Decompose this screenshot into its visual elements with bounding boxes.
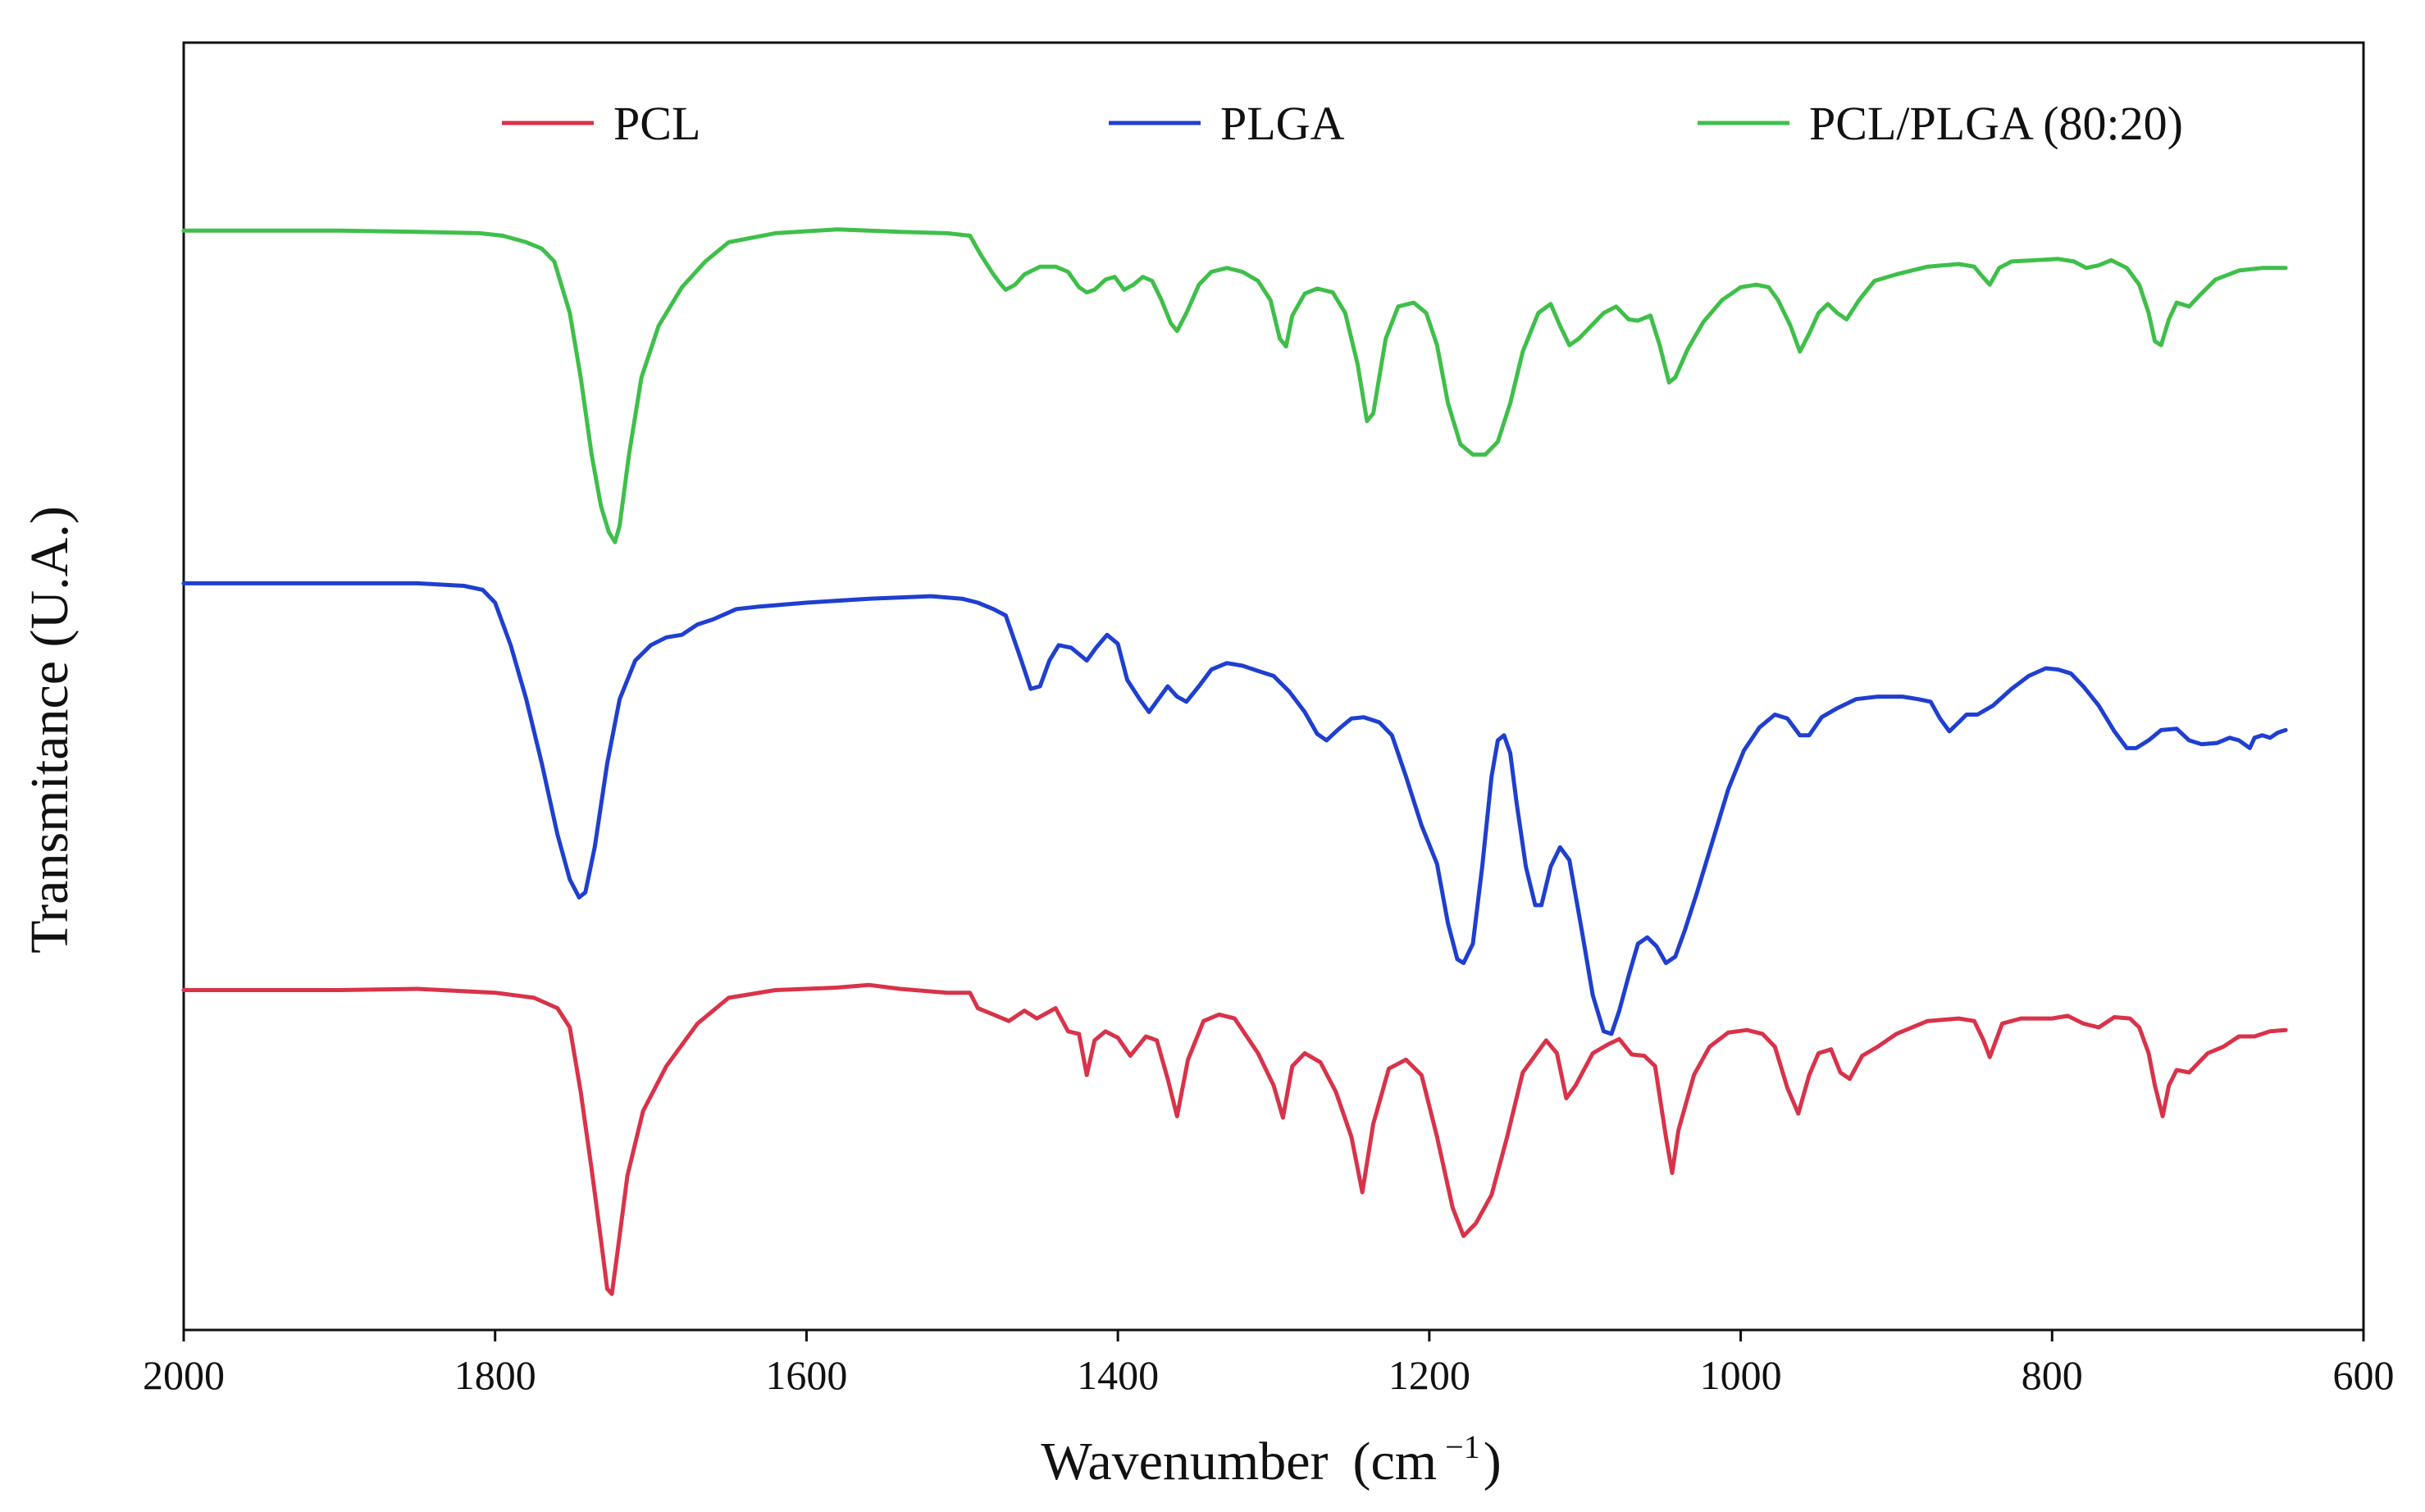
x-tick-label: 600 [2333,1352,2395,1398]
series-layer [181,227,2288,1296]
x-axis-unit-sup: −1 [1445,1428,1480,1465]
x-tick-label: 1600 [765,1352,847,1398]
x-tick-label: 800 [2022,1352,2083,1398]
series-line-plga [181,581,2288,1036]
x-axis-unit-close: ) [1484,1432,1502,1492]
legend-label: PCL [613,97,700,150]
plot-frame [182,41,2365,1332]
x-axis: 2000 1800 1600 1400 1200 1000 800 600 [143,1330,2395,1398]
x-tick-label: 1200 [1388,1352,1470,1398]
y-axis-title: Transmitance (U.A.) [20,506,80,954]
x-tick-label: 1800 [454,1352,536,1398]
legend-label: PCL/PLGA (80:20) [1809,97,2183,150]
x-tick-label: 1000 [1700,1352,1782,1398]
x-axis-title-text: Wavenumber [1041,1432,1328,1492]
series-line-pcl-plga-80-20 [181,227,2288,544]
legend: PCL PLGA PCL/PLGA (80:20) [502,97,2183,150]
series-line-pcl [181,982,2288,1296]
x-axis-title: Wavenumber (cm −1) [1041,1428,1501,1492]
legend-label: PLGA [1220,97,1345,150]
x-tick-label: 1400 [1077,1352,1159,1398]
x-tick-label: 2000 [143,1352,225,1398]
x-axis-unit-open: (cm [1353,1432,1438,1492]
